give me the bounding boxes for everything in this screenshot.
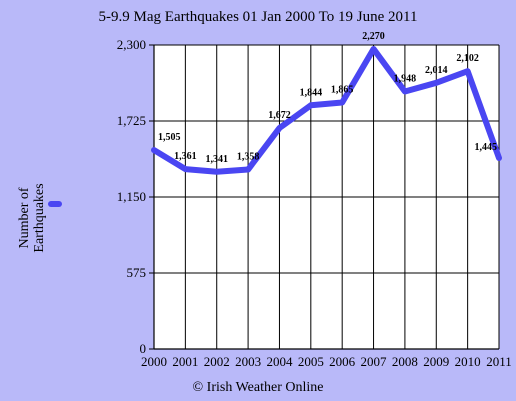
- data-point: [152, 148, 156, 153]
- data-point: [402, 89, 407, 94]
- x-tick-label: 2004: [266, 354, 293, 369]
- y-tick-label: 1,725: [117, 113, 146, 128]
- x-tick-label: 2006: [329, 354, 356, 369]
- data-label: 1,361: [174, 151, 197, 162]
- x-tick-label: 2008: [392, 354, 418, 369]
- data-point: [183, 167, 188, 172]
- data-label: 2,270: [362, 31, 385, 42]
- data-point: [277, 126, 282, 131]
- data-label: 1,865: [331, 84, 354, 95]
- data-label: 1,445: [475, 142, 498, 153]
- legend-series-marker: [48, 201, 62, 207]
- data-point: [308, 103, 313, 108]
- data-label: 1,672: [268, 110, 291, 121]
- data-label: 2,102: [456, 53, 479, 64]
- x-tick-label: 2011: [486, 354, 512, 369]
- data-point: [371, 46, 376, 51]
- data-point: [340, 100, 345, 105]
- data-label: 1,948: [394, 74, 417, 85]
- x-tick-label: 2000: [141, 354, 167, 369]
- data-point: [246, 167, 251, 172]
- data-label: 1,844: [300, 87, 323, 98]
- data-label: 1,341: [205, 154, 228, 165]
- x-tick-label: 2007: [361, 354, 388, 369]
- series-line: [151, 45, 502, 175]
- data-point: [434, 80, 439, 85]
- data-label: 1,505: [158, 132, 181, 143]
- x-tick-label: 2001: [172, 354, 198, 369]
- x-tick-label: 2010: [455, 354, 481, 369]
- data-label: 2,014: [425, 65, 448, 76]
- chart-title: 5-9.9 Mag Earthquakes 01 Jan 2000 To 19 …: [98, 9, 418, 25]
- x-tick-label: 2003: [235, 354, 261, 369]
- x-tick-label: 2005: [298, 354, 324, 369]
- data-label: 1,358: [237, 152, 260, 163]
- data-point: [465, 69, 470, 74]
- credit-footer: © Irish Weather Online: [192, 380, 324, 395]
- y-tick-label: 575: [127, 265, 147, 280]
- y-tick-label: 0: [140, 341, 147, 356]
- data-point: [214, 169, 219, 174]
- y-tick-label: 1,150: [117, 189, 146, 204]
- data-point: [497, 156, 501, 161]
- x-tick-label: 2002: [204, 354, 230, 369]
- x-tick-label: 2009: [423, 354, 449, 369]
- y-tick-label: 2,300: [117, 37, 146, 52]
